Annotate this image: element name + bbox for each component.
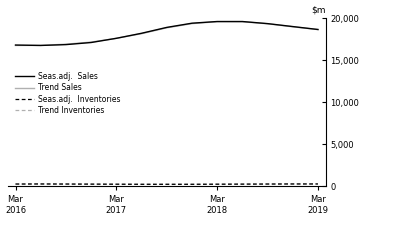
Legend: Seas.adj.  Sales, Trend Sales, Seas.adj.  Inventories, Trend Inventories: Seas.adj. Sales, Trend Sales, Seas.adj. … — [12, 69, 123, 118]
Text: $m: $m — [311, 6, 326, 15]
